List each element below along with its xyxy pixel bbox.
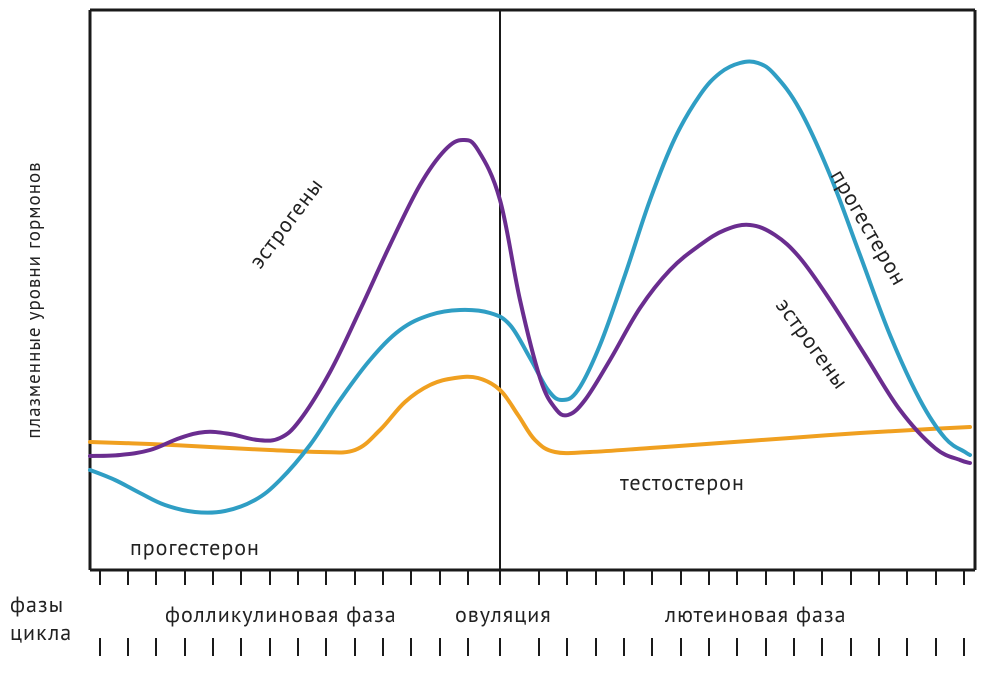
phase-label: фолликулиновая фаза	[165, 601, 397, 629]
hormone-chart: плазменные уровни гормонов фазыцикла фолли…	[0, 0, 995, 683]
curve-label: тестостерон	[620, 469, 745, 497]
phase-label: лютеиновая фаза	[664, 601, 847, 629]
phase-label: овуляция	[455, 601, 552, 629]
phase-row-label-2: цикла	[10, 619, 72, 647]
y-axis-label: плазменные уровни гормонов	[22, 161, 46, 438]
phase-row-label-1: фазы	[10, 591, 64, 619]
curve-label: прогестерон	[130, 534, 260, 562]
